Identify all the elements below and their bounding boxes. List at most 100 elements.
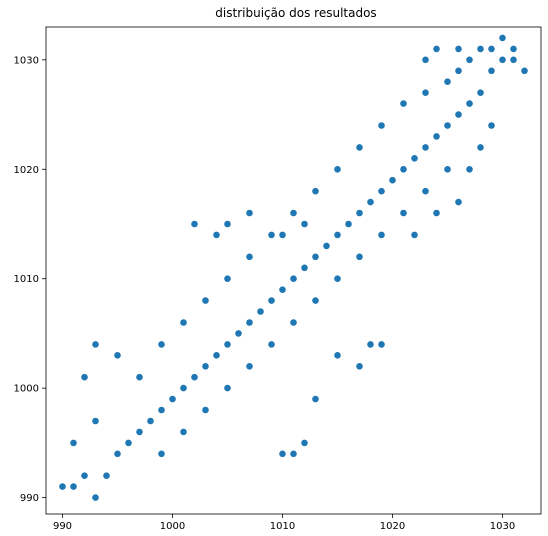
data-point <box>136 373 143 381</box>
data-point <box>455 45 462 53</box>
data-point <box>499 34 506 42</box>
data-point <box>466 56 473 64</box>
data-point <box>466 166 473 173</box>
data-point <box>367 341 374 348</box>
x-tick-label: 1010 <box>270 521 295 532</box>
y-tick-label: 1030 <box>14 55 39 66</box>
data-point <box>312 395 319 403</box>
data-point <box>411 231 418 239</box>
data-point <box>158 406 165 414</box>
x-tick-label: 1030 <box>490 521 515 532</box>
data-point <box>92 417 99 425</box>
data-point <box>224 384 231 392</box>
y-tick-label: 1010 <box>14 274 39 285</box>
data-point <box>356 144 363 151</box>
data-point <box>191 373 198 381</box>
data-point <box>312 187 319 195</box>
x-tick-label: 1020 <box>380 521 405 532</box>
data-point <box>224 220 231 228</box>
data-point <box>70 439 77 447</box>
data-point <box>103 472 110 480</box>
chart-title: distribuição dos resultados <box>215 6 376 20</box>
data-point <box>378 122 385 129</box>
data-point <box>290 319 297 326</box>
data-point <box>224 341 231 348</box>
data-point <box>125 439 132 447</box>
data-point <box>114 450 121 458</box>
data-point <box>422 89 429 96</box>
data-point <box>158 450 165 458</box>
data-point <box>433 45 440 53</box>
data-point <box>400 100 407 107</box>
data-point <box>290 209 297 217</box>
data-point <box>444 122 451 129</box>
data-point <box>411 155 418 162</box>
data-point <box>92 341 99 348</box>
data-point <box>70 483 77 490</box>
data-point <box>334 231 341 239</box>
data-point <box>356 363 363 370</box>
data-point <box>422 187 429 195</box>
data-point <box>378 231 385 239</box>
data-point <box>114 352 121 359</box>
data-point <box>334 166 341 173</box>
data-point <box>455 198 462 206</box>
points-layer <box>59 34 528 501</box>
data-point <box>356 209 363 217</box>
data-point <box>499 56 506 64</box>
axes-layer: 990 1000 1010 1020 1030 990 1000 1010 1020 1030 <box>14 26 542 532</box>
data-point <box>81 472 88 480</box>
data-point <box>136 428 143 436</box>
data-point <box>312 297 319 304</box>
data-point <box>147 417 154 425</box>
data-point <box>433 133 440 140</box>
data-point <box>488 122 495 129</box>
data-point <box>334 275 341 283</box>
data-point <box>290 275 297 283</box>
data-point <box>235 330 242 337</box>
data-point <box>301 264 308 272</box>
x-tick-label: 1000 <box>160 521 185 532</box>
data-point <box>279 231 286 239</box>
data-point <box>378 187 385 195</box>
data-point <box>279 286 286 294</box>
data-point <box>444 166 451 173</box>
data-point <box>334 352 341 359</box>
data-point <box>455 67 462 75</box>
data-point <box>378 341 385 348</box>
data-point <box>323 242 330 250</box>
data-point <box>268 341 275 348</box>
data-point <box>180 384 187 392</box>
data-point <box>422 56 429 64</box>
data-point <box>477 45 484 53</box>
x-tick-label: 990 <box>53 521 72 532</box>
data-point <box>510 56 517 64</box>
y-tick-label: 1000 <box>14 384 39 395</box>
data-point <box>268 297 275 304</box>
data-point <box>477 144 484 151</box>
data-point <box>521 67 528 75</box>
data-point <box>158 341 165 348</box>
data-point <box>224 275 231 283</box>
y-tick-label: 1020 <box>14 165 39 176</box>
data-point <box>92 494 99 501</box>
data-point <box>301 220 308 228</box>
data-point <box>246 253 253 261</box>
data-point <box>367 198 374 206</box>
data-point <box>389 176 396 184</box>
data-point <box>400 209 407 217</box>
data-point <box>213 352 220 359</box>
data-point <box>202 363 209 370</box>
data-point <box>257 308 264 315</box>
data-point <box>246 363 253 370</box>
data-point <box>422 144 429 151</box>
data-point <box>488 45 495 53</box>
data-point <box>433 209 440 217</box>
data-point <box>455 111 462 118</box>
data-point <box>202 297 209 304</box>
data-point <box>444 78 451 85</box>
data-point <box>180 428 187 436</box>
data-point <box>169 395 176 403</box>
